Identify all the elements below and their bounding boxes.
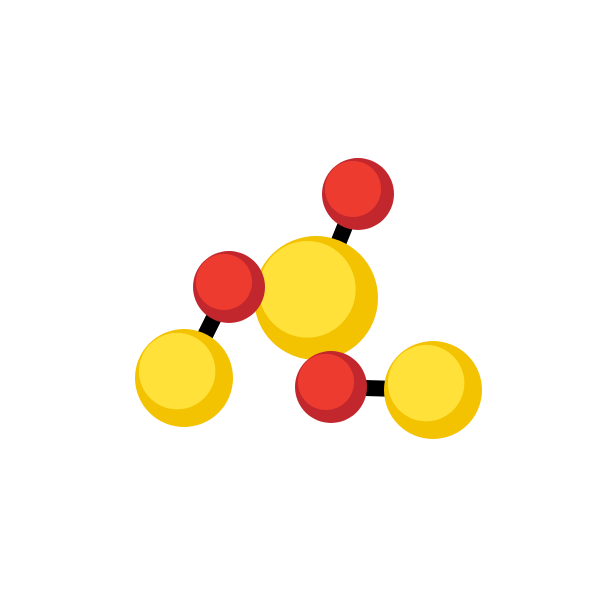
atom-yellow-bottom-left	[135, 329, 233, 427]
atom-red-bottom	[295, 351, 367, 423]
atom-yellow-right	[384, 341, 482, 439]
atom-big-yellow-center	[254, 236, 378, 360]
molecule-svg	[0, 0, 600, 600]
atom-red-top	[322, 158, 394, 230]
molecule-diagram	[0, 0, 600, 600]
atom-red-left	[193, 251, 265, 323]
